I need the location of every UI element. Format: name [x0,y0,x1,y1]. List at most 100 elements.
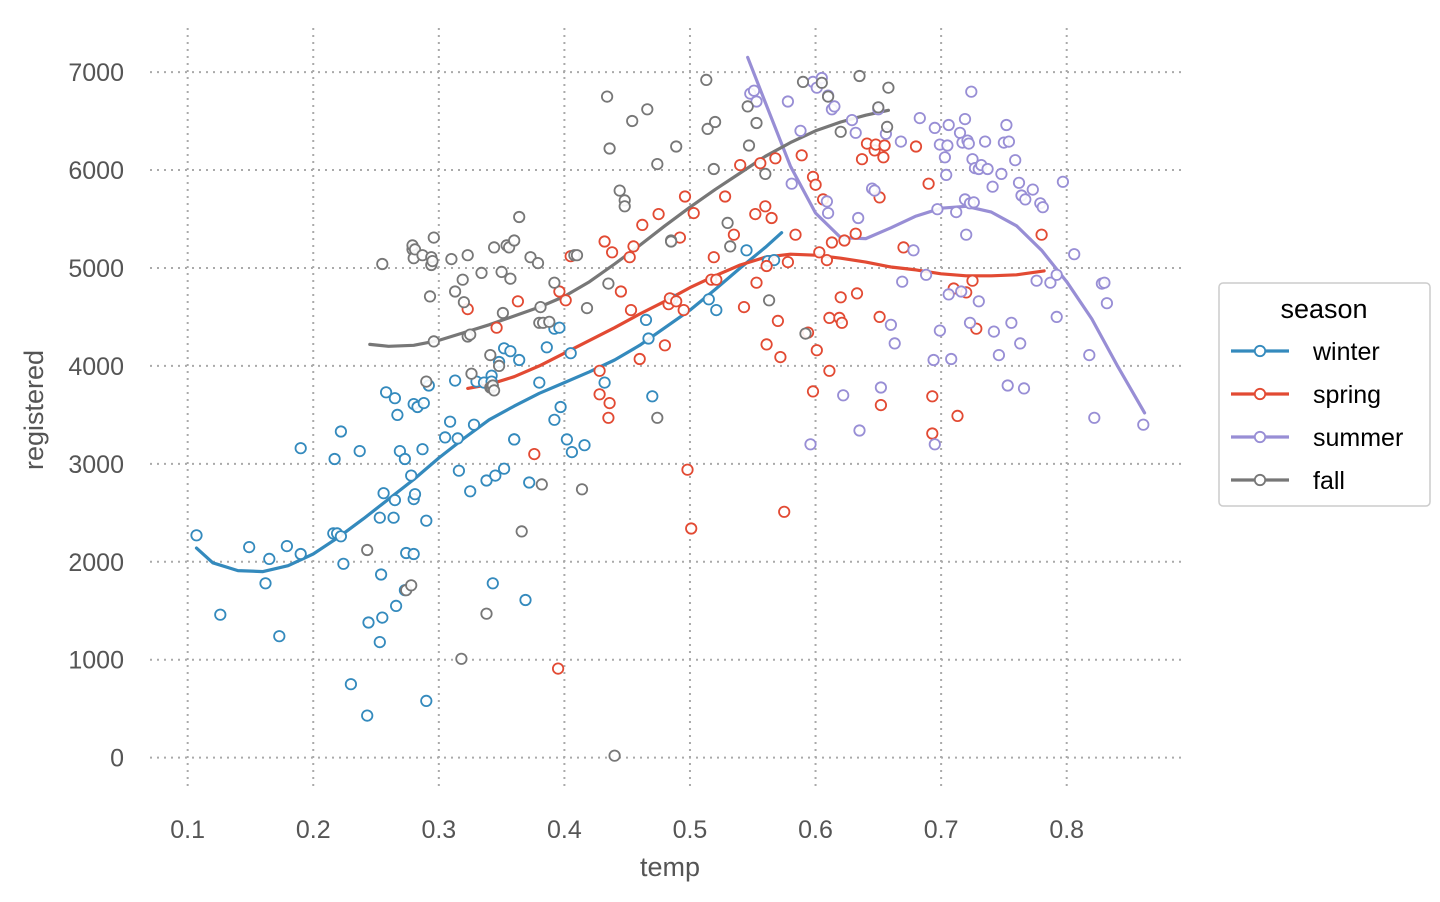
point-fall [759,167,772,180]
legend-items: winter spring summer fall [1231,338,1403,495]
point-spring [511,295,525,308]
point-fall [742,139,756,152]
point-winter [553,321,566,334]
point-winter [464,485,477,498]
point-summer [1100,297,1114,310]
point-summer [828,100,841,113]
point-fall [484,348,497,362]
y-tick-labels: 0 1000 2000 3000 4000 5000 6000 7000 [68,59,124,773]
point-fall [515,525,528,538]
point-spring [1035,228,1048,241]
point-fall [724,240,737,253]
legend-item-spring: spring [1231,381,1381,409]
point-winter [280,539,293,553]
point-fall [762,294,776,307]
point-fall [492,359,506,372]
point-winter [513,353,526,367]
point-fall [708,115,722,129]
point-spring [624,303,638,317]
point-spring [559,294,572,307]
point-winter [710,303,723,317]
point-fall [445,253,458,266]
point-summer [853,424,866,437]
point-spring [774,350,787,364]
point-summer [888,337,901,350]
point-summer [919,268,933,281]
point-spring [734,159,747,172]
point-fall [465,367,478,380]
legend-box [1218,282,1431,507]
point-spring [754,157,767,170]
point-summer [981,162,994,176]
point-summer [884,318,898,331]
point-spring [771,314,785,327]
point-winter [294,442,307,455]
legend-item-summer: summer [1231,424,1403,452]
point-winter [560,433,574,446]
point-winter [639,313,653,326]
point-spring [877,151,890,164]
point-winter [388,493,401,507]
y-tick-label: 0 [110,745,124,773]
point-fall [853,69,866,83]
point-fall [361,543,374,557]
point-fall [603,142,616,155]
point-spring [951,409,964,422]
point-spring [670,295,683,308]
point-winter [451,432,464,445]
point-spring [926,427,939,440]
x-tick-label: 0.7 [924,816,959,844]
point-spring [838,234,851,247]
x-tick-label: 0.3 [421,816,456,844]
point-winter [362,616,375,629]
y-axis-title: registered [19,350,49,470]
point-fall [487,384,501,397]
legend-marker [1253,344,1267,358]
point-summer [1098,276,1111,289]
point-winter [387,511,400,524]
point-summer [960,228,973,241]
point-winter [361,709,374,722]
point-fall [608,749,621,762]
point-winter [646,390,659,403]
point-fall [882,81,895,94]
point-spring [813,246,826,259]
point-fall [531,256,545,270]
point-fall [426,255,439,268]
point-summer [1002,135,1016,148]
point-winter [337,557,350,570]
point-fall [461,249,474,262]
point-summer [845,114,859,127]
point-summer [1088,411,1101,424]
point-fall [480,607,493,620]
point-summer [868,184,881,197]
x-tick-label: 0.1 [170,816,205,844]
point-winter [416,443,429,456]
point-fall [750,116,763,130]
legend-label: winter [1312,338,1380,366]
point-fall [464,328,477,341]
point-spring [789,228,802,241]
point-spring [681,463,694,476]
point-fall [580,301,594,315]
point-summer [995,167,1008,180]
point-spring [614,285,628,298]
point-spring [605,246,619,259]
point-spring [678,190,692,203]
point-winter [334,425,347,438]
point-summer [794,124,807,137]
point-fall [613,184,626,197]
point-winter [533,376,546,389]
point-spring [658,339,672,352]
point-fall [496,306,509,320]
point-winter [420,514,433,527]
point-fall [741,100,754,113]
point-fall [799,327,812,340]
point-summer [933,324,947,337]
point-fall [872,101,885,114]
point-spring [623,251,636,264]
point-winter [740,244,753,257]
point-spring [778,505,791,518]
point-spring [750,276,763,289]
point-summer [958,113,972,126]
